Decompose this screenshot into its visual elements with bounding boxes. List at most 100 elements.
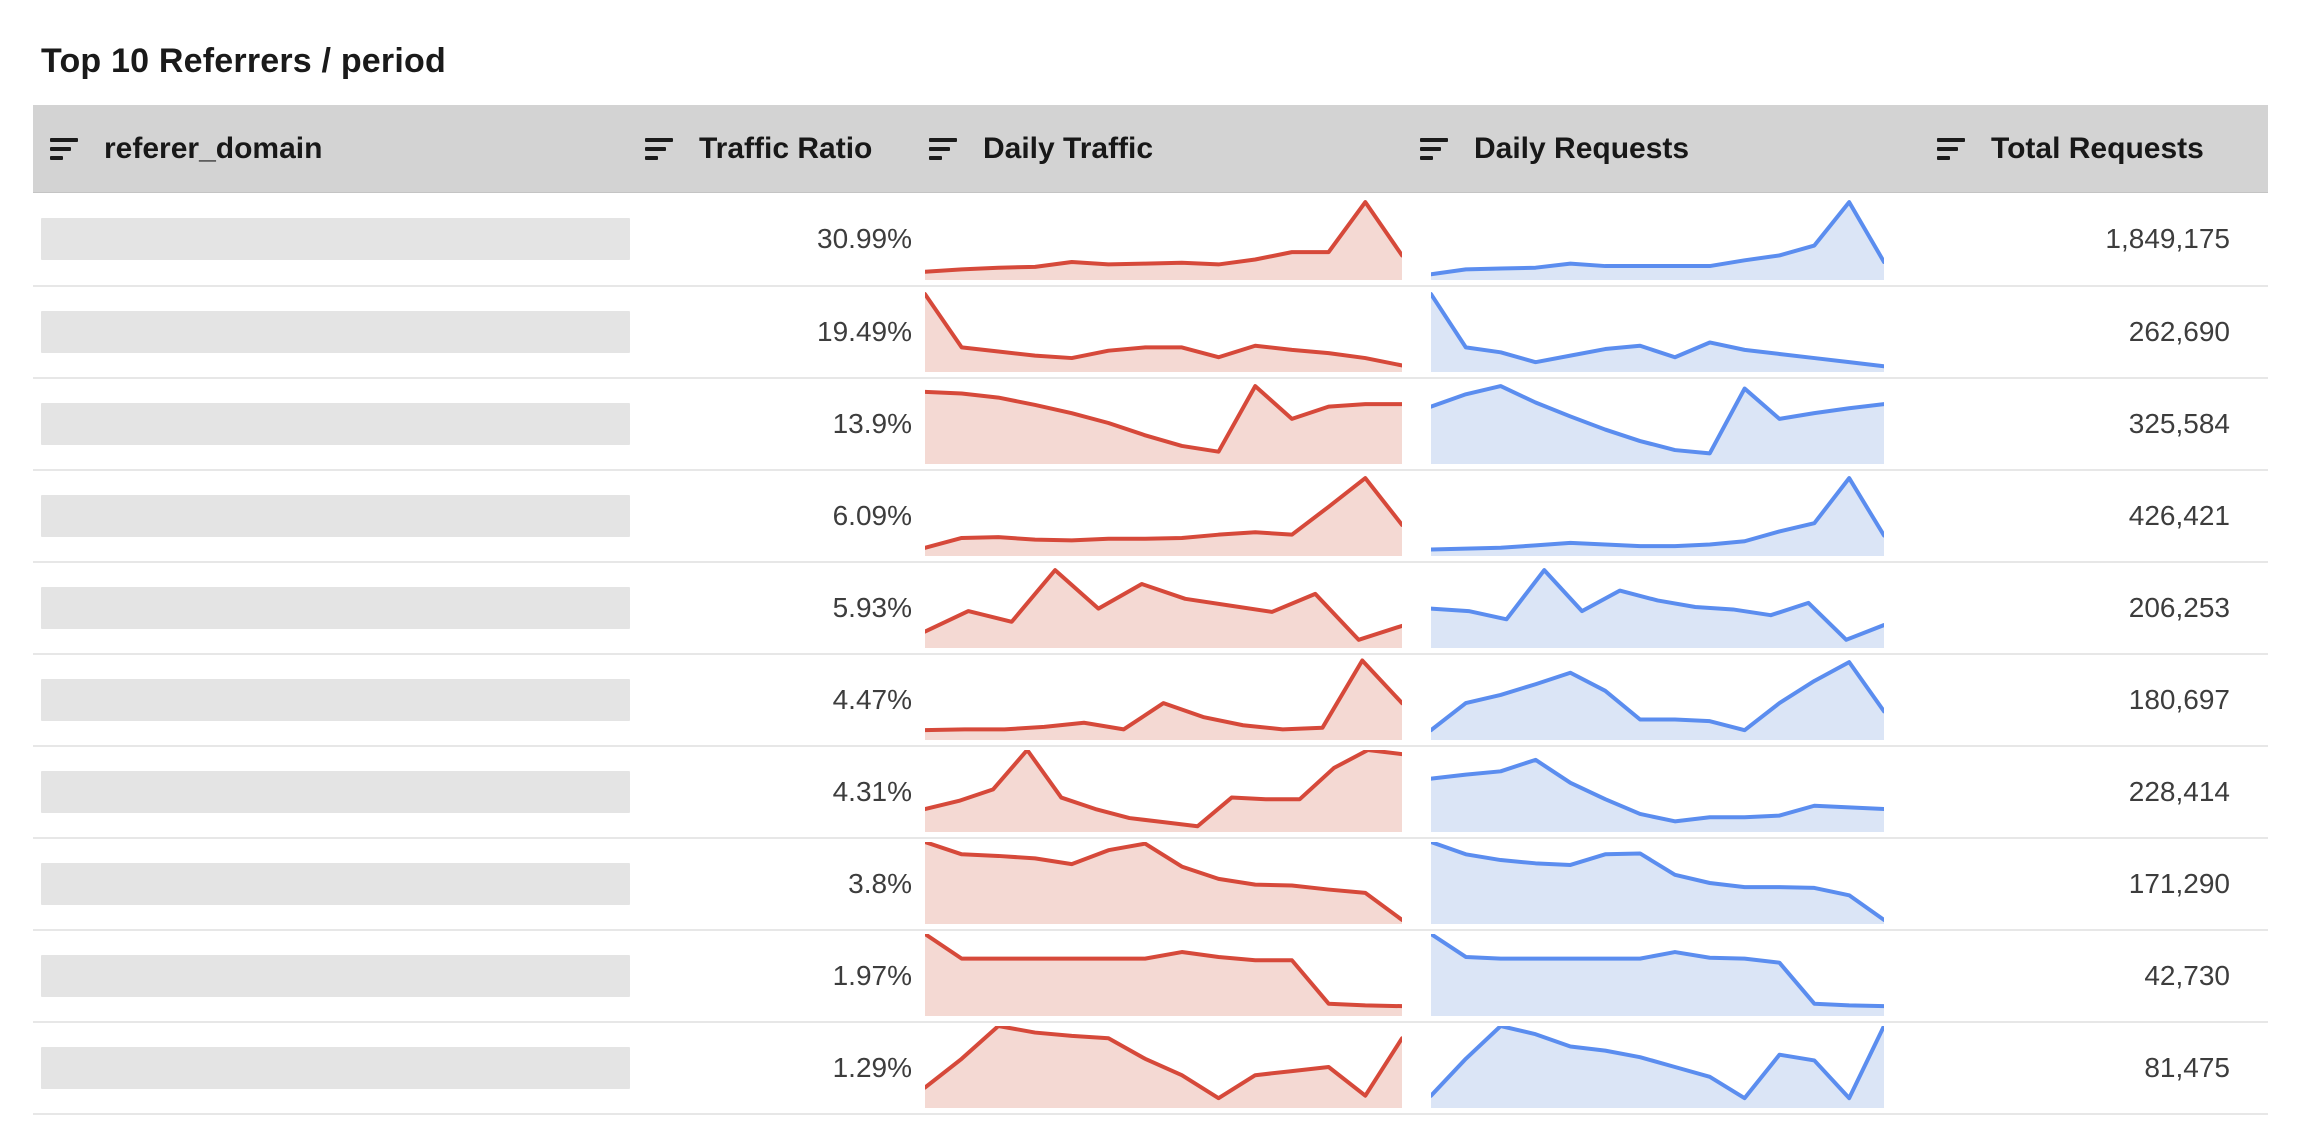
column-header-daily-traffic[interactable]: Daily Traffic bbox=[920, 105, 1415, 192]
redacted-domain-bar bbox=[41, 495, 630, 537]
daily-requests-cell bbox=[1415, 287, 1920, 377]
table-row: 1.29% 81,475 bbox=[33, 1021, 2268, 1113]
traffic-ratio-value: 30.99% bbox=[817, 223, 912, 254]
daily-requests-sparkline bbox=[1431, 934, 1884, 1016]
daily-traffic-sparkline bbox=[925, 290, 1402, 372]
page-title: Top 10 Referrers / period bbox=[41, 42, 446, 80]
total-requests-value: 426,421 bbox=[2128, 500, 2230, 531]
referer-domain-cell bbox=[33, 193, 630, 285]
daily-requests-cell bbox=[1415, 747, 1920, 837]
daily-requests-cell bbox=[1415, 471, 1920, 561]
redacted-domain-bar bbox=[41, 311, 630, 353]
column-header-label: Daily Requests bbox=[1474, 131, 1690, 165]
traffic-ratio-value: 19.49% bbox=[817, 316, 912, 347]
total-requests-value: 42,730 bbox=[2144, 960, 2230, 991]
redacted-domain-bar bbox=[41, 771, 630, 813]
total-requests-value: 228,414 bbox=[2128, 776, 2230, 807]
column-header-daily-requests[interactable]: Daily Requests bbox=[1415, 105, 1920, 192]
table-row: 19.49% 262,690 bbox=[33, 285, 2268, 377]
traffic-ratio-value: 5.93% bbox=[832, 592, 912, 623]
referer-domain-cell bbox=[33, 839, 630, 929]
daily-traffic-cell bbox=[920, 1023, 1415, 1113]
daily-requests-cell bbox=[1415, 193, 1920, 285]
sort-icon bbox=[1937, 137, 1965, 160]
referer-domain-cell bbox=[33, 379, 630, 469]
column-header-label: referer_domain bbox=[104, 131, 323, 165]
daily-requests-sparkline bbox=[1431, 290, 1884, 372]
total-requests-value: 180,697 bbox=[2128, 684, 2230, 715]
referer-domain-cell bbox=[33, 931, 630, 1021]
sort-icon bbox=[50, 137, 78, 160]
referer-domain-cell bbox=[33, 287, 630, 377]
traffic-ratio-value: 13.9% bbox=[832, 408, 912, 439]
daily-traffic-sparkline bbox=[925, 382, 1402, 464]
redacted-domain-bar bbox=[41, 218, 630, 260]
redacted-domain-bar bbox=[41, 1047, 630, 1089]
daily-traffic-sparkline bbox=[925, 750, 1402, 832]
column-header-referer-domain[interactable]: referer_domain bbox=[33, 105, 630, 192]
total-requests-value: 206,253 bbox=[2128, 592, 2230, 623]
daily-traffic-cell bbox=[920, 931, 1415, 1021]
redacted-domain-bar bbox=[41, 955, 630, 997]
total-requests-value: 262,690 bbox=[2128, 316, 2230, 347]
daily-requests-cell bbox=[1415, 563, 1920, 653]
daily-traffic-cell bbox=[920, 563, 1415, 653]
column-header-label: Traffic Ratio bbox=[699, 131, 873, 165]
sort-icon bbox=[1420, 137, 1448, 160]
daily-requests-sparkline bbox=[1431, 198, 1884, 280]
sort-icon bbox=[645, 137, 673, 160]
table-row: 1.97% 42,730 bbox=[33, 929, 2268, 1021]
daily-traffic-cell bbox=[920, 471, 1415, 561]
traffic-ratio-value: 4.31% bbox=[832, 776, 912, 807]
referer-domain-cell bbox=[33, 655, 630, 745]
daily-requests-cell bbox=[1415, 931, 1920, 1021]
table-row: 13.9% 325,584 bbox=[33, 377, 2268, 469]
table-row: 5.93% 206,253 bbox=[33, 561, 2268, 653]
daily-requests-cell bbox=[1415, 839, 1920, 929]
daily-traffic-sparkline bbox=[925, 566, 1402, 648]
column-header-label: Total Requests bbox=[1991, 131, 2204, 165]
daily-requests-sparkline bbox=[1431, 842, 1884, 924]
daily-requests-sparkline bbox=[1431, 566, 1884, 648]
daily-traffic-cell bbox=[920, 839, 1415, 929]
table-row: 4.47% 180,697 bbox=[33, 653, 2268, 745]
column-header-traffic-ratio[interactable]: Traffic Ratio bbox=[630, 105, 920, 192]
daily-requests-cell bbox=[1415, 655, 1920, 745]
daily-requests-sparkline bbox=[1431, 474, 1884, 556]
daily-traffic-cell bbox=[920, 747, 1415, 837]
total-requests-value: 81,475 bbox=[2144, 1052, 2230, 1083]
daily-requests-sparkline bbox=[1431, 750, 1884, 832]
traffic-ratio-value: 3.8% bbox=[848, 868, 912, 899]
traffic-ratio-value: 1.97% bbox=[832, 960, 912, 991]
column-header-label: Daily Traffic bbox=[983, 131, 1154, 165]
referrers-table: referer_domain Traffic Ratio Daily Traff… bbox=[33, 105, 2268, 1115]
table-row: 3.8% 171,290 bbox=[33, 837, 2268, 929]
table-row: 6.09% 426,421 bbox=[33, 469, 2268, 561]
daily-traffic-cell bbox=[920, 379, 1415, 469]
traffic-ratio-value: 4.47% bbox=[832, 684, 912, 715]
table-body: 30.99% 1,849,175 19.49% bbox=[33, 193, 2268, 1115]
referer-domain-cell bbox=[33, 747, 630, 837]
traffic-ratio-value: 6.09% bbox=[832, 500, 912, 531]
daily-traffic-sparkline bbox=[925, 934, 1402, 1016]
table-row: 30.99% 1,849,175 bbox=[33, 193, 2268, 285]
daily-traffic-sparkline bbox=[925, 842, 1402, 924]
redacted-domain-bar bbox=[41, 403, 630, 445]
table-header-row: referer_domain Traffic Ratio Daily Traff… bbox=[33, 105, 2268, 193]
daily-traffic-sparkline bbox=[925, 474, 1402, 556]
daily-traffic-cell bbox=[920, 287, 1415, 377]
total-requests-value: 1,849,175 bbox=[2105, 223, 2230, 254]
redacted-domain-bar bbox=[41, 587, 630, 629]
daily-requests-cell bbox=[1415, 1023, 1920, 1113]
column-header-total-requests[interactable]: Total Requests bbox=[1920, 105, 2268, 192]
total-requests-value: 171,290 bbox=[2128, 868, 2230, 899]
redacted-domain-bar bbox=[41, 863, 630, 905]
daily-traffic-sparkline bbox=[925, 198, 1402, 280]
daily-traffic-cell bbox=[920, 193, 1415, 285]
redacted-domain-bar bbox=[41, 679, 630, 721]
daily-requests-cell bbox=[1415, 379, 1920, 469]
sort-icon bbox=[929, 137, 957, 160]
daily-traffic-cell bbox=[920, 655, 1415, 745]
referer-domain-cell bbox=[33, 563, 630, 653]
daily-traffic-sparkline bbox=[925, 658, 1402, 740]
